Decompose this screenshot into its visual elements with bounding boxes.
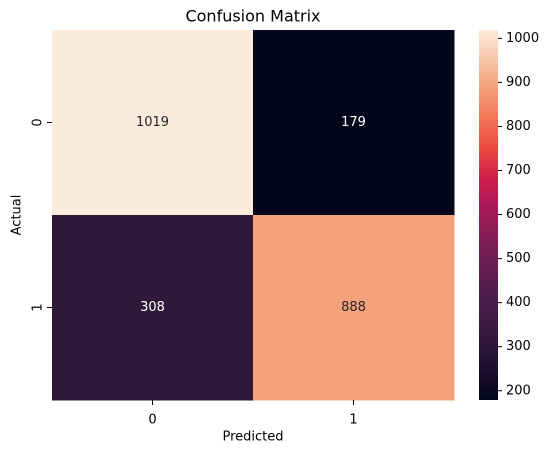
colorbar <box>479 30 498 400</box>
colorbar-tick-label: 1000 <box>506 31 539 46</box>
colorbar-tick-label: 800 <box>506 119 531 134</box>
cell-label: 888 <box>341 300 366 315</box>
x-tick-label: 1 <box>349 413 357 428</box>
heatmap-cell <box>52 215 254 401</box>
heatmap-cell <box>253 215 455 401</box>
x-tick-label: 0 <box>148 413 156 428</box>
chart-title: Confusion Matrix <box>185 7 320 26</box>
colorbar-tick-label: 300 <box>506 339 531 354</box>
cell-label: 179 <box>341 115 366 130</box>
heatmap-cell <box>52 30 254 216</box>
heatmap-cell <box>253 30 455 216</box>
cell-label: 308 <box>140 300 165 315</box>
y-tick-label: 0 <box>31 118 46 126</box>
y-axis-label: Actual <box>10 195 25 236</box>
colorbar-tick-label: 700 <box>506 163 531 178</box>
colorbar-tick-label: 500 <box>506 251 531 266</box>
colorbar-tick-label: 400 <box>506 295 531 310</box>
x-axis-label: Predicted <box>222 430 283 445</box>
colorbar-tick-label: 200 <box>506 383 531 398</box>
colorbar-tick-label: 600 <box>506 207 531 222</box>
cell-label: 1019 <box>136 115 169 130</box>
y-tick-label: 1 <box>31 303 46 311</box>
colorbar-tick-label: 900 <box>506 75 531 90</box>
